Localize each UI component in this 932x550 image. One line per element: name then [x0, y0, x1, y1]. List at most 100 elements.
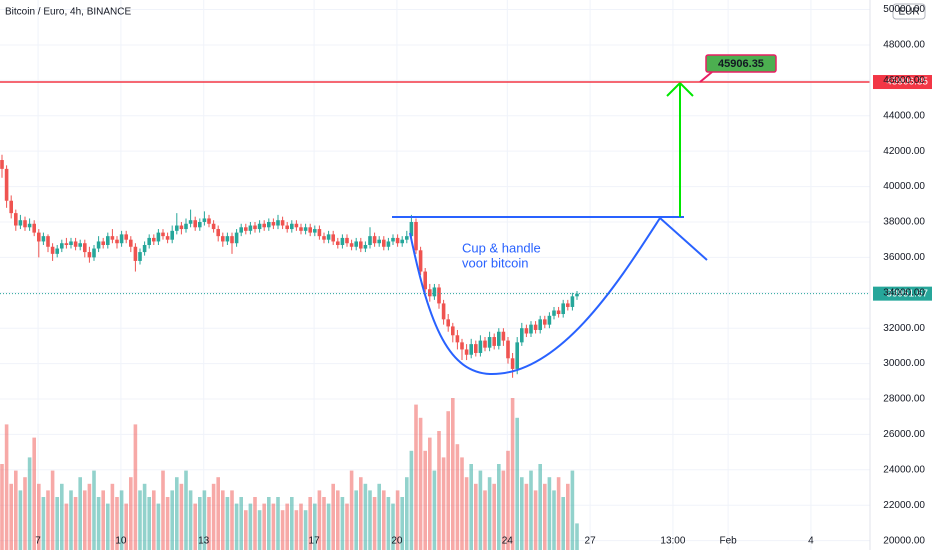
volume-bar — [359, 477, 363, 550]
volume-bar — [345, 503, 349, 550]
volume-bar — [147, 497, 151, 550]
volume-bar — [561, 497, 565, 550]
candle-body — [18, 220, 23, 226]
candle-body — [96, 241, 101, 249]
last-price-box — [873, 286, 932, 301]
candle-body — [188, 220, 193, 224]
currency-box — [892, 3, 926, 20]
volume-bar — [432, 470, 437, 550]
candle-body — [87, 252, 92, 258]
volume-bar — [566, 483, 570, 550]
candle-body — [418, 250, 423, 272]
annotation-line: voor bitcoin — [462, 255, 528, 270]
y-tick-label: 40000.00 — [883, 181, 925, 192]
volume-bar — [262, 503, 266, 550]
volume-bar — [106, 503, 110, 550]
candle-body — [506, 340, 510, 359]
volume-bar — [520, 477, 524, 550]
candle-body — [340, 237, 345, 245]
candle-body — [267, 221, 271, 228]
candle-body — [538, 319, 542, 330]
candle-body — [543, 319, 547, 325]
candle-body — [446, 319, 450, 327]
volume-bar — [14, 470, 18, 550]
x-tick-label: 27 — [585, 536, 597, 547]
y-tick-label: 32000.00 — [883, 323, 925, 334]
y-tick-label: 34000.00 — [883, 287, 925, 298]
candle-body — [441, 303, 446, 320]
candle-body — [414, 221, 418, 251]
annotation-line: Cup & handle — [462, 240, 541, 255]
candle-body — [469, 344, 473, 355]
candle-body — [156, 232, 161, 242]
volume-bar — [524, 483, 529, 550]
volume-bar — [193, 503, 197, 550]
candle-body — [483, 340, 487, 348]
volume-bar — [138, 490, 142, 550]
candle-body — [184, 223, 188, 230]
candle-body — [101, 241, 105, 245]
volume-bar — [382, 490, 386, 550]
volume-bar — [336, 490, 340, 550]
candle-body — [23, 220, 27, 228]
volume-bar — [18, 490, 23, 550]
volume-bar — [253, 497, 257, 550]
candle-body — [299, 227, 303, 231]
candle-body — [133, 246, 138, 261]
volume-bar — [55, 497, 59, 550]
volume-bar — [267, 497, 271, 550]
candle-body — [533, 324, 538, 330]
volume-bar — [32, 437, 36, 550]
candle-body — [253, 225, 257, 230]
volume-bar — [354, 490, 358, 550]
volume-bar — [230, 490, 234, 550]
volume-bar — [349, 470, 354, 550]
candle-body — [64, 243, 69, 245]
volume-bar — [487, 477, 492, 550]
candle-body — [27, 223, 32, 228]
volume-bar — [96, 497, 101, 550]
candle-body — [372, 236, 377, 244]
candle-body — [345, 237, 349, 244]
candle-body — [303, 227, 308, 231]
volume-bar — [377, 483, 381, 550]
volume-bar — [280, 510, 285, 550]
callout-pointer — [699, 71, 713, 83]
volume-bar — [179, 483, 184, 550]
volume-bar — [78, 477, 82, 550]
candle-body — [41, 236, 46, 242]
volume-bar — [23, 477, 27, 550]
volume-bar — [322, 497, 326, 550]
candle-body — [566, 303, 570, 307]
x-tick-label: 7 — [35, 536, 41, 547]
candle-body — [92, 248, 96, 258]
volume-bar — [0, 464, 4, 550]
candle-body — [487, 337, 492, 348]
candle-body — [179, 225, 184, 230]
y-tick-label: 22000.00 — [883, 500, 925, 511]
volume-bar — [124, 503, 128, 550]
volume-bar — [547, 477, 552, 550]
candle-body — [451, 326, 455, 336]
candle-body — [377, 239, 381, 244]
candle-body — [349, 243, 354, 247]
volume-bar — [60, 483, 64, 550]
y-tick-label: 50000.00 — [883, 4, 925, 15]
volume-bar — [115, 497, 119, 550]
volume-bar — [234, 503, 239, 550]
x-tick-label: 4 — [808, 536, 814, 547]
y-tick-label: 24000.00 — [883, 464, 925, 475]
volume-bar — [400, 497, 404, 550]
volume-bar — [308, 497, 312, 550]
volume-bar — [276, 497, 280, 550]
candle-body — [400, 239, 404, 244]
volume-bar — [161, 470, 165, 550]
volume-bar — [50, 470, 55, 550]
x-tick-label: 20 — [391, 536, 403, 547]
x-tick-label: 10 — [115, 536, 127, 547]
volume-bar — [257, 510, 262, 550]
volume-bar — [391, 503, 395, 550]
candle-body — [515, 342, 519, 369]
volume-bar — [202, 490, 207, 550]
